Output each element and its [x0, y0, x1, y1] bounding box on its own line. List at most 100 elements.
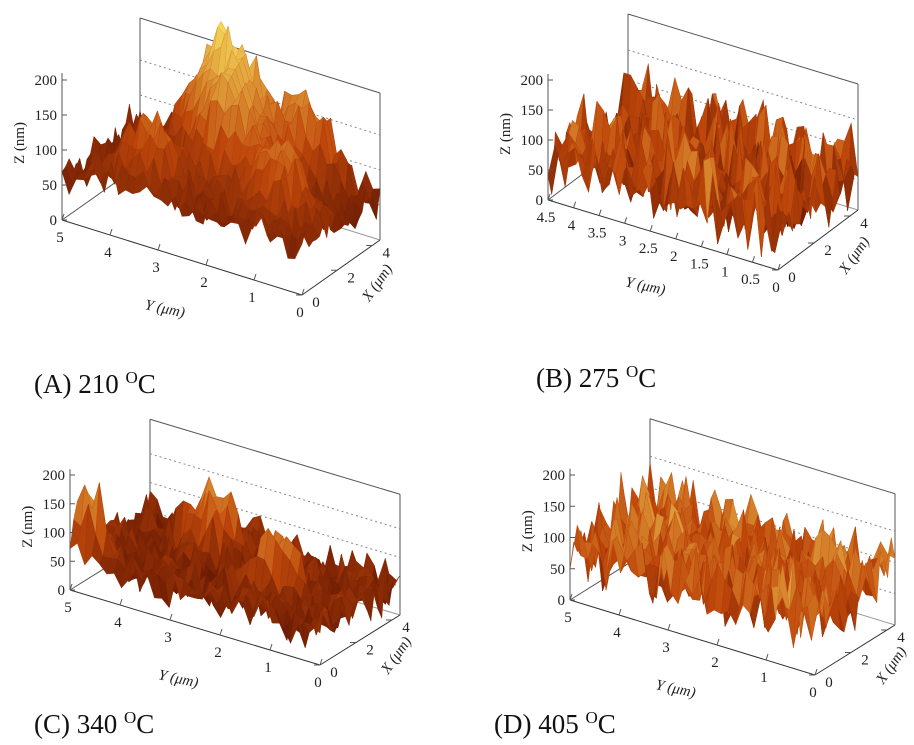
z-tick-label: 50	[42, 178, 57, 194]
z-tick-label: 0	[558, 593, 566, 609]
x-axis-label: X (μm)	[873, 644, 910, 688]
box-edge	[150, 419, 400, 494]
x-tick-label: 4	[897, 630, 905, 646]
z-axis-label: Z (nm)	[12, 122, 28, 164]
z-tick-label: 200	[35, 73, 58, 89]
y-tick	[701, 241, 703, 247]
y-tick-label: 1	[760, 670, 768, 686]
z-tick-label: 150	[521, 103, 544, 119]
y-tick	[599, 210, 601, 216]
z-tick-label: 50	[550, 562, 565, 578]
z-tick-label: 100	[35, 143, 58, 159]
y-tick-label: 4	[613, 625, 621, 641]
z-tick-label: 100	[43, 526, 66, 542]
y-tick-label: 0	[809, 685, 817, 701]
y-tick-label: 3.5	[588, 226, 607, 242]
y-tick	[270, 644, 272, 650]
caption-label: (A) 210	[34, 369, 125, 399]
y-tick	[676, 233, 678, 239]
y-tick	[170, 614, 172, 620]
x-axis-label: X (μm)	[359, 262, 396, 306]
caption-unit: C	[638, 363, 656, 393]
z-tick-label: 150	[35, 108, 58, 124]
y-axis-label: Y (μm)	[143, 297, 186, 321]
caption-unit: C	[598, 709, 616, 739]
z-tick-label: 0	[58, 583, 66, 599]
y-tick	[717, 639, 719, 645]
box-edge	[628, 14, 858, 84]
y-tick	[220, 629, 222, 635]
y-tick	[625, 217, 627, 223]
x-tick-label: 2	[824, 243, 832, 259]
x-tick-label: 0	[312, 295, 320, 311]
x-tick-label: 4	[382, 246, 390, 262]
caption-sup: O	[626, 362, 638, 381]
y-tick-label: 4	[104, 245, 112, 261]
x-tick-label: 4	[860, 216, 868, 232]
z-tick-label: 200	[543, 468, 566, 484]
z-axis-label: Z (nm)	[20, 506, 36, 548]
y-axis-label: Y (μm)	[157, 667, 200, 691]
z-tick-label: 0	[536, 193, 544, 209]
y-tick	[752, 256, 754, 262]
caption-unit: C	[138, 369, 156, 399]
z-tick-label: 150	[543, 499, 566, 515]
y-tick	[650, 225, 652, 231]
x-axis-label: X (μm)	[836, 234, 873, 278]
z-tick-label: 100	[543, 531, 566, 547]
z-axis-label: Z (nm)	[498, 113, 514, 155]
y-tick	[766, 654, 768, 660]
y-tick	[120, 599, 122, 605]
y-tick-label: 2.5	[639, 241, 658, 257]
x-axis-label: X (μm)	[378, 634, 415, 678]
y-tick	[574, 202, 576, 208]
z-tick-label: 0	[50, 213, 58, 229]
y-tick-label: 0	[314, 675, 322, 691]
z-tick-label: 50	[528, 163, 543, 179]
z-tick-label: 50	[50, 554, 65, 570]
caption-sup: O	[124, 708, 136, 727]
y-tick-label: 2	[670, 249, 678, 265]
y-tick	[158, 244, 160, 250]
y-tick	[668, 624, 670, 630]
caption-label: (C) 340	[34, 709, 124, 739]
afm-panel: 050100150200Z (nm)543210Y (μm)024X (μm)	[520, 419, 910, 702]
x-tick-label: 0	[330, 665, 338, 681]
y-tick-label: 5	[64, 600, 72, 616]
y-tick-label: 0.5	[741, 272, 760, 288]
y-tick-label: 1.5	[690, 257, 709, 273]
y-tick-label: 3	[152, 260, 160, 276]
y-tick-label: 0	[296, 305, 304, 321]
z-axis-label: Z (nm)	[520, 510, 536, 552]
x-tick-label: 0	[825, 675, 833, 691]
afm-panel: 050100150200Z (nm)4.543.532.521.510.50Y …	[498, 14, 873, 299]
y-tick-label: 0	[772, 280, 780, 296]
y-tick-label: 2	[214, 645, 222, 661]
caption: (A) 210 OC	[34, 368, 156, 400]
caption-sup: O	[585, 708, 597, 727]
y-tick-label: 4.5	[537, 210, 556, 226]
caption-label: (B) 275	[536, 363, 626, 393]
x-tick-label: 4	[402, 620, 410, 636]
x-tick-label: 0	[788, 270, 796, 286]
y-tick-label: 4	[114, 615, 122, 631]
y-tick	[619, 609, 621, 615]
x-tick-label: 2	[366, 643, 374, 659]
y-tick-label: 3	[164, 630, 172, 646]
y-tick	[727, 248, 729, 254]
y-tick-label: 2	[200, 275, 208, 291]
caption: (D) 405 OC	[494, 708, 616, 740]
x-tick-label: 2	[861, 653, 869, 669]
y-tick-label: 5	[564, 610, 572, 626]
caption-label: (D) 405	[494, 709, 585, 739]
y-tick	[206, 259, 208, 265]
y-tick	[254, 274, 256, 280]
afm-panel: 050100150200Z (nm)543210Y (μm)024X (μm)	[12, 18, 396, 321]
z-tick-label: 200	[43, 468, 66, 484]
y-tick-label: 1	[264, 660, 272, 676]
z-tick-label: 150	[43, 497, 66, 513]
caption-unit: C	[136, 709, 154, 739]
x-tick-label: 2	[347, 270, 355, 286]
caption: (C) 340 OC	[34, 708, 154, 740]
